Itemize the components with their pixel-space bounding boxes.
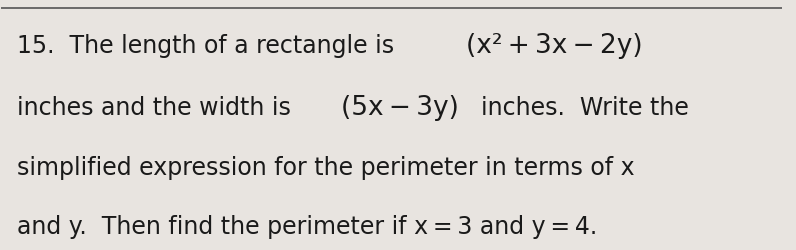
Text: (x² + 3x − 2y): (x² + 3x − 2y) [466, 33, 642, 59]
Text: inches.  Write the: inches. Write the [482, 96, 689, 120]
Text: inches and the width is: inches and the width is [17, 96, 298, 120]
Text: (5x − 3y): (5x − 3y) [341, 95, 458, 121]
Text: and y.  Then find the perimeter if x = 3 and y = 4.: and y. Then find the perimeter if x = 3 … [17, 214, 597, 238]
Text: 15.  The length of a rectangle is: 15. The length of a rectangle is [17, 34, 402, 58]
Text: simplified expression for the perimeter in terms of x: simplified expression for the perimeter … [17, 155, 634, 179]
